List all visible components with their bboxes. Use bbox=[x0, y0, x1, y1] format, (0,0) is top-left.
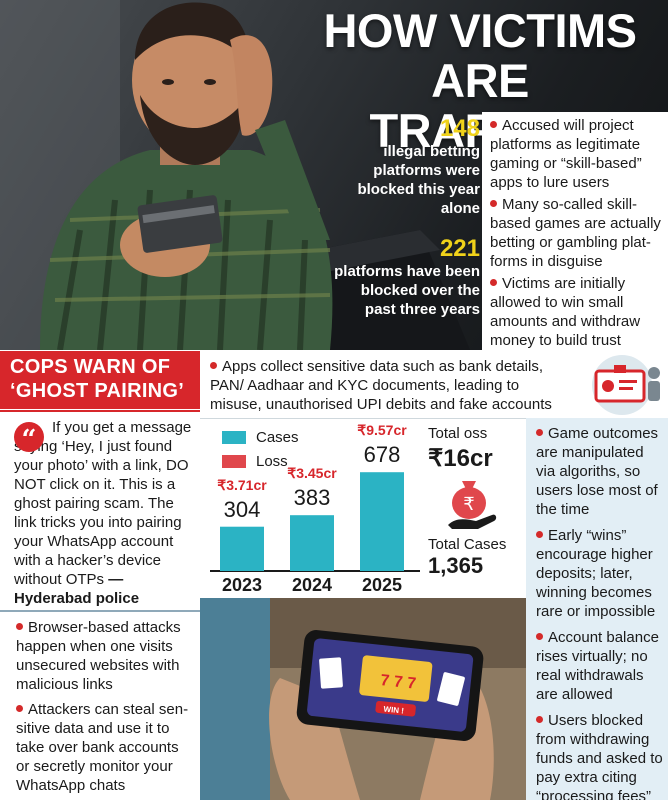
bullet-icon bbox=[536, 429, 543, 436]
x-tick-label: 2025 bbox=[361, 575, 403, 595]
bullet-icon bbox=[210, 362, 217, 369]
total-loss-value: ₹16cr bbox=[428, 445, 493, 472]
cops-header-line-1: COPS WARN OF bbox=[10, 356, 171, 378]
legend-loss: Loss bbox=[222, 453, 288, 470]
bullet-icon bbox=[490, 200, 497, 207]
chart-totals: Total oss ₹16cr ₹ Total Cases 1,365 bbox=[428, 425, 524, 579]
bullet-text: Many so-called skill-based games are act… bbox=[490, 196, 661, 270]
list-item: Users blocked from withdrawing funds and… bbox=[534, 711, 664, 800]
apps-collect-note: Apps collect sensitive data such as bank… bbox=[200, 351, 578, 417]
bullet-icon bbox=[16, 705, 23, 712]
list-item: Game outcomes are manipulated via algori… bbox=[534, 424, 664, 519]
list-item: Victims are initially allowed to win sma… bbox=[488, 274, 664, 350]
cops-warn-header: COPS WARN OF ‘GHOST PAIRING’ bbox=[0, 351, 200, 409]
legend-swatch-loss bbox=[222, 455, 246, 468]
stat-text: illegal betting platforms were blocked t… bbox=[357, 143, 480, 217]
total-cases-label: Total Cases bbox=[428, 536, 507, 553]
total-cases-value: 1,365 bbox=[428, 553, 484, 578]
bullet-text: Attackers can steal sen-sitive data and … bbox=[16, 701, 189, 794]
ghost-pairing-body: If you get a message saying ‘Hey, I just… bbox=[14, 419, 192, 588]
x-tick-label: 2024 bbox=[291, 575, 333, 595]
stat-2: 221 platforms have been blocked over the… bbox=[326, 236, 480, 319]
headline-line-1: HOW VICTIMS bbox=[323, 4, 637, 57]
list-item: Account balance rises virtually; no real… bbox=[534, 628, 664, 704]
cases-loss-chart: Cases Loss 304 ₹3.71cr 2023 383 ₹3.45cr 2024 6… bbox=[200, 418, 526, 598]
legend-label: Loss bbox=[256, 453, 288, 470]
legend-cases: Cases bbox=[222, 429, 299, 446]
legend-swatch-cases bbox=[222, 431, 246, 444]
bullet-icon bbox=[536, 633, 543, 640]
bullet-text: Browser-based attacks happen when one vi… bbox=[16, 619, 181, 693]
bar-cases-2025 bbox=[360, 472, 404, 571]
top-photo: HOW VICTIMS ARE TRAPPED 148 illegal bett… bbox=[0, 0, 668, 350]
x-tick-label: 2023 bbox=[221, 575, 263, 595]
bar-value-label: 383 bbox=[293, 485, 331, 511]
cops-header-line-2: ‘GHOST PAIRING’ bbox=[10, 380, 185, 402]
lure-panel: Accused will project platforms as legiti… bbox=[482, 112, 668, 350]
bar-plot bbox=[210, 472, 420, 572]
bullet-icon bbox=[490, 121, 497, 128]
svg-text:7 7 7: 7 7 7 bbox=[380, 672, 417, 693]
ghost-pairing-text: If you get a message saying ‘Hey, I just… bbox=[14, 418, 192, 608]
attacks-panel: Browser-based attacks happen when one vi… bbox=[0, 610, 200, 800]
game-manipulation-panel: Game outcomes are manipulated via algori… bbox=[526, 418, 668, 800]
bullet-icon bbox=[536, 716, 543, 723]
stats-box: 148 illegal betting platforms were block… bbox=[326, 116, 480, 319]
stat-text: platforms have been blocked over the pas… bbox=[334, 263, 480, 318]
stat-number: 221 bbox=[439, 235, 480, 262]
list-item: Browser-based attacks happen when one vi… bbox=[14, 618, 192, 694]
quote-icon: “ bbox=[14, 422, 44, 455]
legend-label: Cases bbox=[256, 429, 299, 446]
bar-cases-2023 bbox=[220, 526, 264, 571]
bullet-text: Victims are initially allowed to win sma… bbox=[490, 275, 641, 349]
list-item: Early “wins” encourage higher deposits; … bbox=[534, 526, 664, 621]
bar-value-label: 304 bbox=[223, 496, 261, 522]
apps-collect-text: Apps collect sensitive data such as bank… bbox=[210, 358, 552, 413]
stat-1: 148 illegal betting platforms were block… bbox=[326, 116, 480, 218]
bullet-text: Users blocked from withdrawing funds and… bbox=[536, 712, 663, 800]
phone-game-photo: 7 7 7 WIN ! bbox=[200, 598, 526, 800]
phone-win-label: WIN ! bbox=[383, 704, 404, 715]
stat-number: 148 bbox=[439, 115, 480, 142]
bullet-text: Game outcomes are manipulated via algori… bbox=[536, 425, 659, 518]
bullet-text: Early “wins” encourage higher deposits; … bbox=[536, 527, 656, 620]
loss-value-label: ₹3.71cr bbox=[217, 476, 267, 493]
bullet-icon bbox=[490, 279, 497, 286]
bar-cases-2024 bbox=[290, 515, 334, 571]
ghost-pairing-source: —Hyderabad police bbox=[14, 571, 140, 607]
bullet-text: Account balance rises virtually; no real… bbox=[536, 629, 659, 703]
bullet-text: Accused will project platforms as legiti… bbox=[490, 117, 642, 191]
bullet-icon bbox=[16, 623, 23, 630]
money-bag-icon: ₹ bbox=[448, 481, 497, 529]
distressed-man-illustration bbox=[0, 0, 470, 350]
total-loss-label: Total oss bbox=[428, 425, 488, 442]
id-card-icon bbox=[578, 351, 668, 417]
bullet-icon bbox=[536, 531, 543, 538]
loss-value-label: ₹9.57cr bbox=[357, 422, 407, 439]
bar-value-label: 678 bbox=[363, 442, 401, 468]
svg-text:₹: ₹ bbox=[463, 494, 474, 515]
list-item: Attackers can steal sen-sitive data and … bbox=[14, 700, 192, 795]
ghost-pairing-panel: “ If you get a message saying ‘Hey, I ju… bbox=[0, 410, 200, 608]
list-item: Accused will project platforms as legiti… bbox=[488, 116, 664, 192]
list-item: Many so-called skill-based games are act… bbox=[488, 195, 664, 271]
loss-value-label: ₹3.45cr bbox=[287, 465, 337, 482]
